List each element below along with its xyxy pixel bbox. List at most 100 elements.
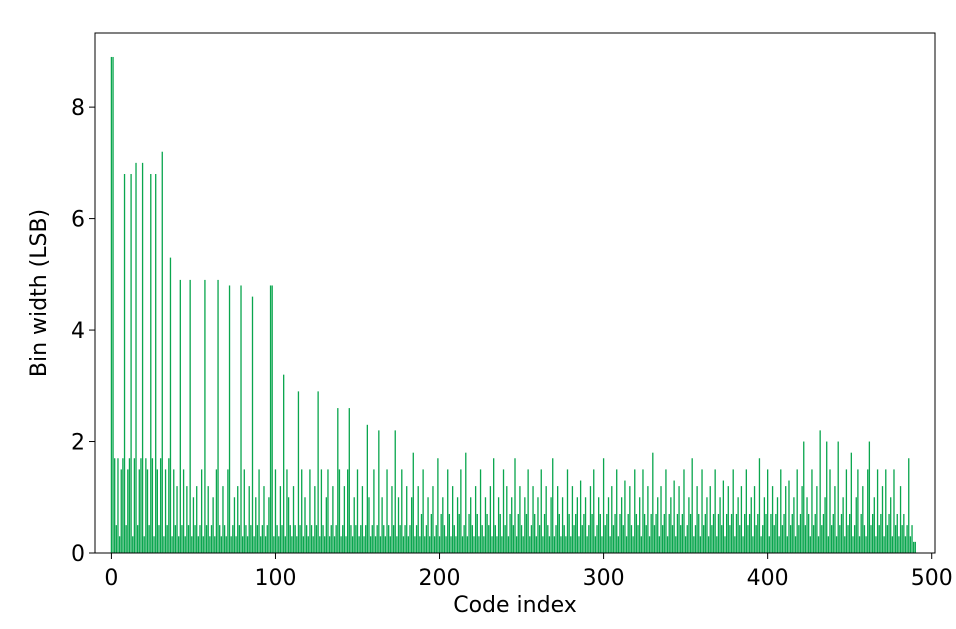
bar — [530, 525, 533, 553]
bar — [834, 486, 836, 553]
bar — [161, 151, 163, 554]
bar — [376, 525, 378, 553]
bar — [515, 536, 518, 553]
bar — [794, 536, 797, 553]
bar — [607, 497, 610, 553]
bar — [727, 486, 729, 553]
bar — [765, 513, 767, 553]
bar — [619, 513, 621, 553]
bar — [159, 458, 162, 553]
bar — [862, 486, 864, 553]
bar — [389, 536, 391, 553]
bar — [701, 469, 703, 553]
bar — [397, 497, 400, 553]
bar — [310, 525, 313, 553]
bar — [456, 497, 459, 553]
bar — [424, 536, 426, 553]
bar — [830, 525, 833, 553]
bar — [662, 525, 664, 553]
bar — [612, 525, 615, 553]
bar — [717, 513, 720, 553]
bar — [839, 525, 841, 553]
bar — [780, 469, 782, 553]
bar — [888, 513, 890, 553]
bar — [251, 296, 254, 553]
bar — [132, 536, 134, 553]
bar — [483, 536, 485, 553]
bar — [760, 536, 762, 553]
bar — [543, 513, 546, 553]
bar — [378, 430, 380, 553]
bar — [470, 497, 472, 553]
bar — [328, 536, 331, 553]
bar — [694, 525, 697, 553]
bar — [581, 525, 583, 553]
bar — [358, 536, 360, 553]
bar — [166, 525, 168, 553]
bar — [665, 469, 667, 553]
bar — [386, 469, 388, 553]
bar — [174, 525, 177, 553]
bar — [268, 497, 270, 553]
bar — [415, 525, 418, 553]
bar — [146, 469, 149, 553]
bar — [855, 497, 857, 553]
bar — [876, 469, 879, 553]
bar — [652, 452, 654, 553]
bar — [775, 513, 777, 553]
bar — [575, 513, 577, 553]
bar — [725, 513, 728, 553]
bar — [297, 391, 300, 553]
bar — [256, 525, 259, 553]
bar — [292, 486, 295, 553]
bar — [852, 536, 854, 553]
bar — [908, 458, 910, 553]
bar — [225, 536, 227, 553]
bar — [561, 497, 564, 553]
bar — [356, 469, 359, 553]
bar — [128, 458, 131, 553]
bar — [806, 497, 808, 553]
bar — [676, 513, 679, 553]
bar — [401, 469, 403, 553]
bar — [791, 513, 793, 553]
bar — [263, 486, 265, 553]
bar — [281, 525, 283, 553]
bar — [314, 486, 316, 553]
bar — [732, 469, 734, 553]
bar — [363, 536, 365, 553]
bar — [396, 536, 398, 553]
bar — [903, 513, 905, 553]
bar — [598, 497, 600, 553]
bar — [156, 469, 158, 553]
bar — [620, 497, 623, 553]
bar — [642, 469, 644, 553]
bar — [442, 497, 444, 553]
bar — [680, 525, 682, 553]
bar — [827, 536, 830, 553]
bar — [829, 469, 831, 553]
bar — [571, 486, 574, 553]
bar — [237, 486, 239, 553]
bar — [184, 536, 186, 553]
bar — [279, 486, 282, 553]
bar — [447, 469, 449, 553]
bar — [809, 536, 811, 553]
bar — [338, 469, 341, 553]
bar — [374, 536, 377, 553]
bar — [640, 536, 642, 553]
bar — [330, 525, 332, 553]
bar — [250, 525, 252, 553]
bar — [763, 497, 766, 553]
bar — [648, 536, 651, 553]
bar — [271, 285, 273, 553]
bar — [898, 536, 900, 553]
bar — [527, 469, 529, 553]
bar — [410, 497, 413, 553]
bar — [322, 525, 324, 553]
bar — [153, 536, 155, 553]
bar — [868, 441, 871, 553]
bar — [422, 469, 424, 553]
bar — [909, 536, 912, 553]
